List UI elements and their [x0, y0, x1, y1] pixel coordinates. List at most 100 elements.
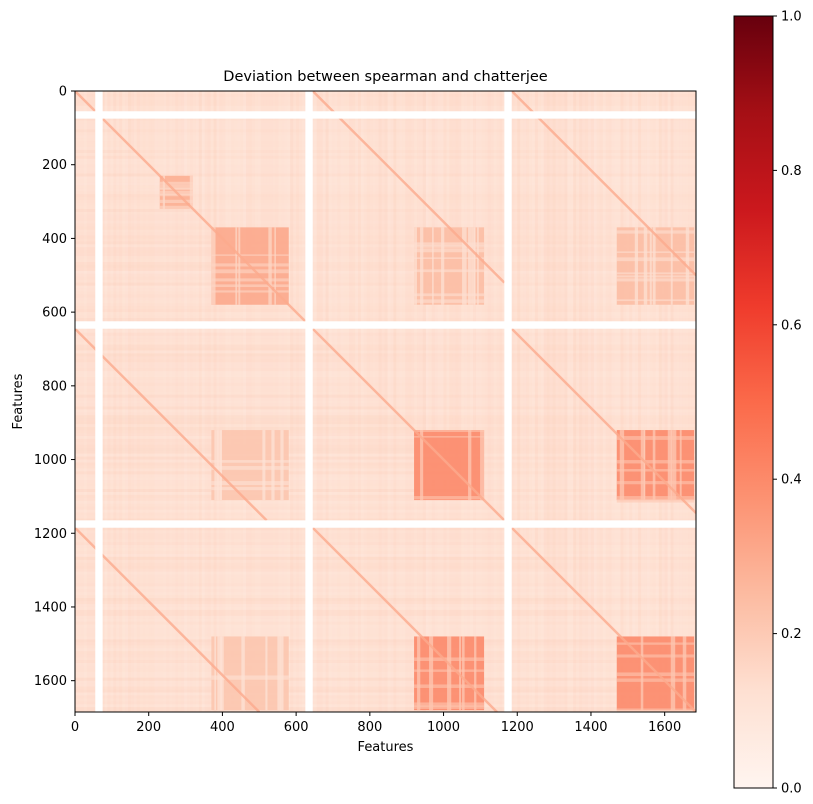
column-stripe: [213, 91, 217, 712]
column-stripe: [555, 91, 559, 712]
row-stripe: [75, 105, 696, 109]
column-stripe: [411, 91, 415, 712]
column-stripe: [649, 91, 653, 712]
region-stripe: [616, 481, 695, 485]
row-stripe: [75, 412, 696, 416]
region-stripe: [616, 251, 695, 253]
region-stripe: [414, 657, 485, 661]
column-stripe: [585, 91, 589, 712]
column-stripe: [346, 91, 350, 712]
y-tick-label: 1400: [34, 600, 67, 615]
column-stripe: [246, 91, 249, 712]
x-tick-label: 800: [357, 720, 382, 735]
column-stripe: [290, 91, 294, 712]
row-stripe: [75, 609, 696, 613]
blank-row-band: [75, 111, 696, 119]
column-stripe: [452, 91, 456, 712]
row-stripe: [75, 639, 696, 643]
column-stripe: [661, 91, 665, 712]
column-stripe: [222, 91, 226, 712]
region-stripe: [616, 278, 695, 282]
row-stripe: [75, 645, 696, 649]
region-stripe: [414, 227, 417, 305]
region-stripe: [477, 227, 479, 305]
column-stripe: [189, 91, 193, 712]
column-stripe: [399, 91, 403, 712]
region-stripe: [616, 257, 695, 262]
column-stripe: [443, 91, 447, 712]
column-stripe: [325, 91, 329, 712]
row-stripe: [75, 259, 696, 263]
row-stripe: [75, 589, 696, 593]
region-stripe: [634, 227, 639, 305]
row-stripe: [75, 601, 696, 605]
region-stripe: [616, 299, 695, 302]
heatmap-area: [75, 91, 696, 712]
column-stripe: [405, 91, 409, 712]
region-stripe: [220, 430, 222, 501]
column-stripe: [561, 91, 565, 712]
column-stripe: [543, 91, 547, 712]
row-stripe: [75, 329, 696, 333]
blank-column-band: [95, 91, 103, 712]
row-stripe: [75, 489, 696, 492]
column-stripe: [148, 91, 152, 712]
row-stripe: [75, 583, 696, 587]
high-deviation-region: [414, 636, 485, 711]
row-stripe: [75, 660, 696, 663]
row-stripe: [75, 618, 696, 622]
row-stripe: [75, 483, 696, 487]
column-stripe: [425, 91, 429, 712]
row-stripe: [75, 515, 696, 519]
column-stripe: [89, 91, 93, 712]
column-stripe: [175, 91, 179, 712]
region-stripe: [643, 430, 646, 501]
region-stripe: [241, 636, 245, 711]
column-stripe: [260, 91, 264, 712]
column-stripe: [652, 91, 656, 712]
diagonal-line: [510, 91, 696, 277]
column-stripe: [328, 91, 332, 712]
region-stripe: [616, 272, 695, 275]
colorbar-tick-label: 0.0: [781, 782, 802, 797]
row-stripe: [75, 141, 696, 145]
region-stripe: [652, 430, 656, 501]
chart-title: Deviation between spearman and chatterje…: [223, 69, 547, 85]
colorbar-tick-label: 0.4: [781, 473, 802, 488]
column-stripe: [251, 91, 255, 712]
row-stripe: [75, 680, 696, 684]
column-stripe: [131, 91, 134, 712]
column-stripe: [225, 91, 229, 712]
column-stripe: [499, 91, 503, 712]
row-stripe: [75, 276, 696, 280]
row-stripe: [75, 244, 696, 248]
row-stripe: [75, 344, 696, 348]
region-stripe: [429, 636, 434, 711]
region-stripe: [211, 254, 289, 256]
row-stripe: [75, 615, 696, 619]
column-stripe: [632, 91, 636, 712]
column-stripe: [116, 91, 120, 712]
row-stripe: [75, 188, 696, 192]
row-stripe: [75, 612, 696, 616]
blank-column-band: [305, 91, 313, 712]
x-tick-label: 1000: [427, 720, 460, 735]
row-stripe: [75, 539, 696, 543]
row-stripe: [75, 285, 696, 289]
column-stripe: [414, 91, 418, 712]
column-stripe: [151, 91, 155, 712]
y-tick-label: 400: [42, 232, 67, 247]
column-stripe: [228, 91, 232, 712]
column-stripe: [679, 91, 683, 712]
column-stripe: [537, 91, 541, 712]
column-stripe: [343, 91, 347, 712]
row-stripe: [75, 164, 696, 168]
row-stripe: [75, 574, 696, 578]
y-tick-label: 800: [42, 379, 67, 394]
row-stripe: [75, 374, 696, 377]
diagonal-line: [75, 327, 268, 522]
y-axis: 0 200 400 600 800 1000 1200 1400 1600: [34, 85, 75, 689]
row-stripe: [75, 197, 696, 201]
diagonal-line: [311, 91, 506, 284]
x-axis-label: Features: [358, 740, 414, 755]
